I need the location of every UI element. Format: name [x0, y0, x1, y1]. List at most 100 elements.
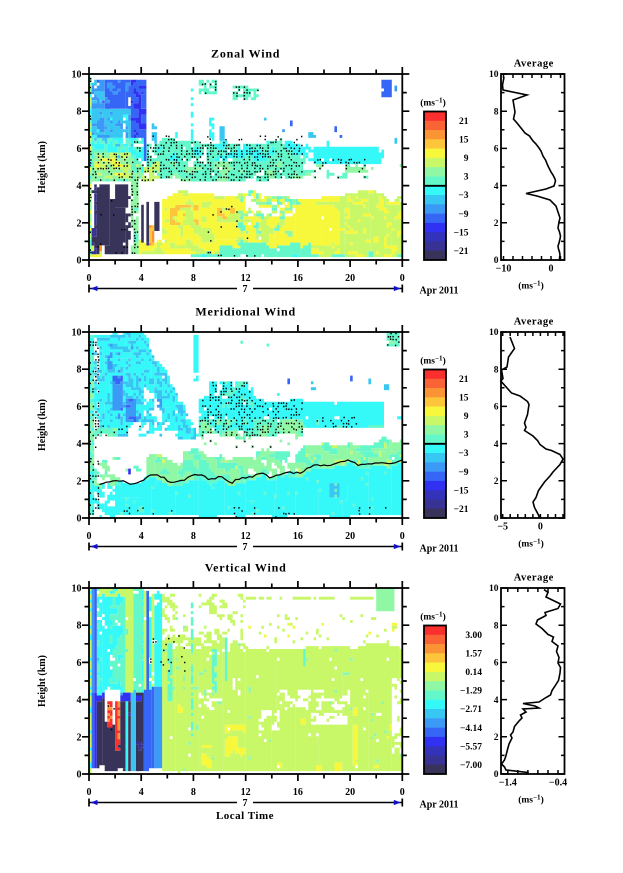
svg-text:2: 2 [77, 476, 82, 487]
svg-text:20: 20 [345, 273, 355, 284]
svg-text:4: 4 [77, 181, 82, 192]
svg-text:(ms−1): (ms−1) [420, 354, 446, 366]
svg-text:Average: Average [514, 59, 554, 70]
svg-text:10: 10 [489, 70, 499, 80]
svg-text:−3: −3 [458, 449, 468, 459]
svg-text:3: 3 [464, 173, 469, 183]
svg-text:8: 8 [494, 107, 499, 117]
svg-text:4: 4 [139, 273, 144, 284]
svg-text:−21: −21 [454, 247, 469, 257]
svg-text:4: 4 [77, 439, 82, 450]
svg-text:(ms−1): (ms−1) [518, 279, 544, 291]
svg-text:Vertical Wind: Vertical Wind [205, 561, 287, 575]
svg-text:15: 15 [459, 394, 469, 404]
svg-text:Average: Average [514, 317, 554, 328]
svg-text:0: 0 [400, 273, 405, 284]
svg-text:0: 0 [87, 787, 92, 798]
svg-text:21: 21 [459, 117, 469, 127]
svg-text:12: 12 [241, 787, 251, 798]
svg-text:8: 8 [77, 365, 82, 376]
svg-text:0.14: 0.14 [465, 668, 482, 678]
svg-text:−1.29: −1.29 [460, 687, 482, 697]
svg-text:7: 7 [243, 542, 248, 553]
svg-text:−7.00: −7.00 [460, 761, 482, 771]
svg-text:10: 10 [489, 584, 499, 594]
svg-text:Meridional Wind: Meridional Wind [195, 305, 296, 319]
svg-text:8: 8 [494, 365, 499, 375]
svg-text:8: 8 [191, 531, 196, 542]
svg-text:0: 0 [77, 514, 82, 525]
svg-text:16: 16 [293, 787, 303, 798]
svg-text:2: 2 [77, 732, 82, 743]
svg-text:0: 0 [87, 531, 92, 542]
svg-text:7: 7 [243, 284, 248, 295]
svg-text:Apr 2011: Apr 2011 [420, 286, 459, 297]
svg-text:−9: −9 [458, 468, 468, 478]
svg-text:20: 20 [345, 787, 355, 798]
svg-text:1.57: 1.57 [465, 650, 482, 660]
svg-text:−5.57: −5.57 [460, 742, 482, 752]
svg-text:9: 9 [464, 154, 469, 164]
svg-text:−21: −21 [454, 505, 469, 515]
svg-text:8: 8 [77, 621, 82, 632]
svg-text:−10: −10 [496, 264, 512, 275]
svg-text:Height (km): Height (km) [37, 655, 48, 707]
svg-text:Apr 2011: Apr 2011 [420, 544, 459, 555]
svg-text:−4.14: −4.14 [460, 724, 482, 734]
svg-text:3.00: 3.00 [465, 631, 482, 641]
svg-text:Apr 2011: Apr 2011 [420, 800, 459, 811]
svg-text:(ms−1): (ms−1) [518, 793, 544, 805]
svg-text:6: 6 [494, 145, 499, 155]
svg-text:0: 0 [400, 531, 405, 542]
svg-text:8: 8 [77, 107, 82, 118]
svg-text:0: 0 [494, 256, 499, 266]
svg-text:4: 4 [139, 531, 144, 542]
svg-text:8: 8 [494, 621, 499, 631]
svg-text:12: 12 [241, 531, 251, 542]
svg-text:6: 6 [494, 403, 499, 413]
svg-text:Average: Average [514, 573, 554, 584]
svg-text:4: 4 [494, 696, 499, 706]
svg-text:2: 2 [494, 219, 499, 229]
svg-text:16: 16 [293, 273, 303, 284]
svg-text:0: 0 [494, 770, 499, 780]
svg-text:(ms−1): (ms−1) [518, 537, 544, 549]
svg-text:(ms−1): (ms−1) [420, 96, 446, 108]
svg-text:10: 10 [72, 70, 82, 81]
svg-text:(ms−1): (ms−1) [420, 610, 446, 622]
svg-text:0: 0 [494, 514, 499, 524]
svg-text:12: 12 [241, 273, 251, 284]
svg-text:8: 8 [191, 787, 196, 798]
svg-text:−5: −5 [497, 522, 508, 533]
svg-text:0: 0 [87, 273, 92, 284]
svg-text:6: 6 [77, 144, 82, 155]
svg-text:0: 0 [77, 256, 82, 267]
svg-text:−15: −15 [454, 486, 469, 496]
svg-text:Local Time: Local Time [216, 810, 274, 822]
svg-text:3: 3 [464, 431, 469, 441]
svg-text:2: 2 [494, 477, 499, 487]
svg-text:15: 15 [459, 136, 469, 146]
svg-text:10: 10 [72, 584, 82, 595]
svg-text:0: 0 [538, 522, 543, 533]
svg-text:−3: −3 [458, 191, 468, 201]
svg-text:6: 6 [494, 659, 499, 669]
svg-text:Zonal Wind: Zonal Wind [211, 47, 280, 61]
svg-text:7: 7 [243, 798, 248, 809]
svg-text:−9: −9 [458, 210, 468, 220]
svg-text:6: 6 [77, 402, 82, 413]
svg-text:10: 10 [489, 328, 499, 338]
svg-text:0: 0 [77, 770, 82, 781]
svg-text:21: 21 [459, 375, 469, 385]
svg-text:9: 9 [464, 412, 469, 422]
svg-text:2: 2 [77, 218, 82, 229]
svg-text:Height (km): Height (km) [37, 399, 48, 451]
svg-text:−15: −15 [454, 228, 469, 238]
svg-text:−0.4: −0.4 [549, 778, 567, 789]
svg-text:Height (km): Height (km) [37, 141, 48, 193]
svg-text:4: 4 [77, 695, 82, 706]
svg-text:4: 4 [494, 440, 499, 450]
svg-text:4: 4 [494, 182, 499, 192]
svg-text:−1.4: −1.4 [499, 778, 517, 789]
svg-text:20: 20 [345, 531, 355, 542]
